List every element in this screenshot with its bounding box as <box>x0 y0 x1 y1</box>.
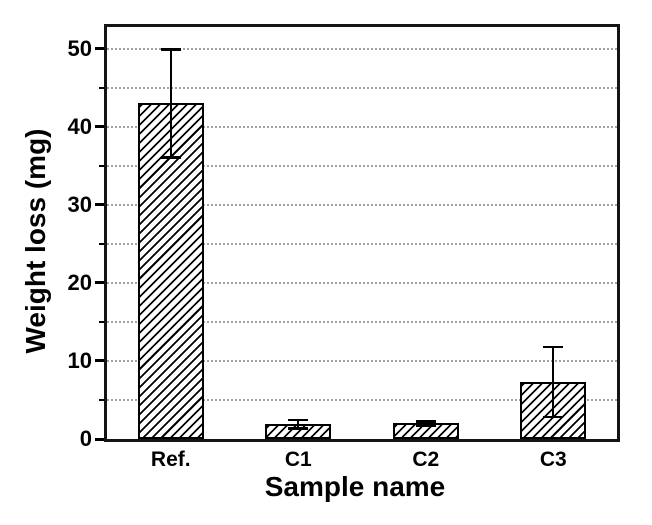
error-bar-cap <box>543 345 564 349</box>
plot-area <box>104 24 620 442</box>
x-category-label: C1 <box>284 448 312 471</box>
gridline <box>107 398 617 401</box>
y-tick <box>95 437 104 441</box>
gridline <box>107 242 617 245</box>
y-tick-label: 10 <box>67 347 92 373</box>
y-tick <box>95 281 104 285</box>
y-tick-label: 0 <box>79 426 92 451</box>
y-tick-label: 40 <box>67 113 92 139</box>
gridline <box>107 203 617 206</box>
y-tick <box>99 164 104 167</box>
error-bar <box>552 346 555 418</box>
y-tick <box>99 86 104 89</box>
error-bar-cap <box>288 418 309 422</box>
error-bar <box>297 419 300 429</box>
y-tick <box>99 320 104 323</box>
x-category-label: C2 <box>412 448 440 471</box>
x-axis-title: Sample name <box>264 471 446 502</box>
gridline <box>107 86 617 89</box>
error-bar <box>169 49 172 158</box>
error-bar-cap <box>160 156 181 159</box>
y-tick <box>95 203 104 207</box>
x-category-label: C3 <box>539 448 567 471</box>
error-bar-cap <box>543 415 564 419</box>
bar-c2 <box>392 423 459 439</box>
gridline <box>107 281 617 284</box>
y-tick <box>99 242 104 245</box>
y-tick <box>95 47 104 51</box>
y-tick-label: 20 <box>67 269 92 295</box>
error-bar-cap <box>415 420 436 423</box>
gridline <box>107 164 617 167</box>
error-bar <box>424 421 427 426</box>
y-tick <box>95 125 104 129</box>
y-tick <box>99 398 104 401</box>
gridline <box>107 359 617 362</box>
gridline <box>107 320 617 323</box>
error-bar-cap <box>288 427 309 430</box>
bar-ref <box>137 103 204 439</box>
error-bar-cap <box>160 48 181 51</box>
gridline <box>107 47 617 50</box>
x-category-label: Ref. <box>150 448 191 471</box>
y-tick <box>95 359 104 363</box>
gridline <box>107 125 617 128</box>
y-tick-label: 50 <box>67 35 92 61</box>
error-bar-cap <box>415 424 436 427</box>
y-tick-label: 30 <box>67 191 92 217</box>
